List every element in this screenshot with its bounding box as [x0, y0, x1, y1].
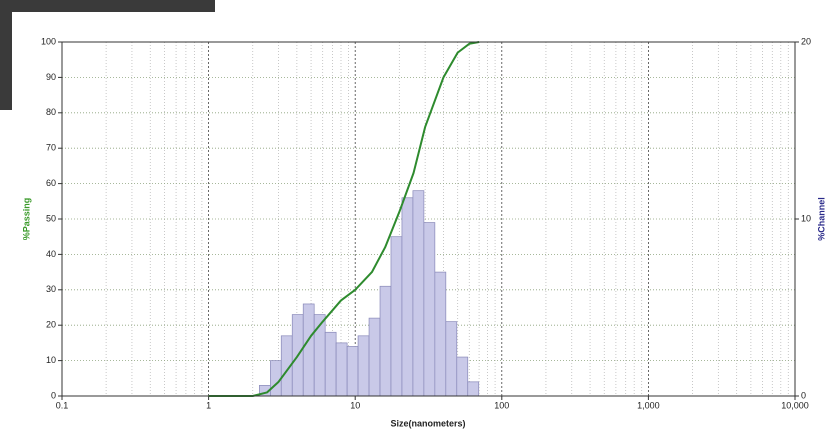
histogram-bar: [357, 335, 370, 397]
x-tick-label: 0.1: [56, 400, 69, 410]
y2-axis-label: %Channel: [816, 197, 826, 241]
y-axis-label: %Passing: [21, 198, 31, 241]
y2-tick-label: 10: [801, 213, 811, 223]
x-tick-label: 1,000: [637, 400, 660, 410]
y-tick-label: 40: [46, 249, 56, 259]
histogram-bar: [401, 197, 414, 397]
background-photo: [0, 0, 12, 110]
x-tick-label: 1: [206, 400, 211, 410]
cumulative-line: [208, 41, 480, 397]
histogram-bar: [302, 303, 315, 397]
histogram-bar: [412, 190, 425, 397]
histogram-bar: [335, 342, 348, 397]
histogram-bar: [445, 321, 458, 397]
x-tick-label: 10: [350, 400, 360, 410]
y-tick-label: 10: [46, 355, 56, 365]
histogram-bar: [390, 236, 403, 397]
y2-tick-label: 0: [801, 390, 806, 400]
plot-frame: [61, 41, 796, 397]
histogram-bar: [423, 222, 436, 397]
x-axis-label: Size(nanometers): [390, 418, 465, 428]
histogram-bar: [456, 356, 469, 397]
y-tick-label: 0: [51, 390, 56, 400]
y-tick-label: 100: [41, 36, 56, 46]
x-tick-label: 100: [494, 400, 509, 410]
x-tick-label: 10,000: [781, 400, 809, 410]
y-tick-label: 80: [46, 107, 56, 117]
y-tick-label: 20: [46, 320, 56, 330]
y-tick-label: 70: [46, 143, 56, 153]
y-tick-label: 60: [46, 178, 56, 188]
histogram-bar: [324, 331, 337, 397]
y2-tick-label: 20: [801, 36, 811, 46]
histogram-bar: [434, 271, 447, 397]
y-tick-label: 30: [46, 284, 56, 294]
y-tick-label: 50: [46, 213, 56, 223]
histogram-bar: [467, 381, 480, 397]
histogram-bar: [270, 360, 282, 397]
background-photo: [0, 0, 215, 12]
histogram-bar: [368, 317, 381, 397]
histogram-bar: [346, 346, 359, 397]
histogram-bar: [379, 285, 392, 397]
y-tick-label: 90: [46, 72, 56, 82]
